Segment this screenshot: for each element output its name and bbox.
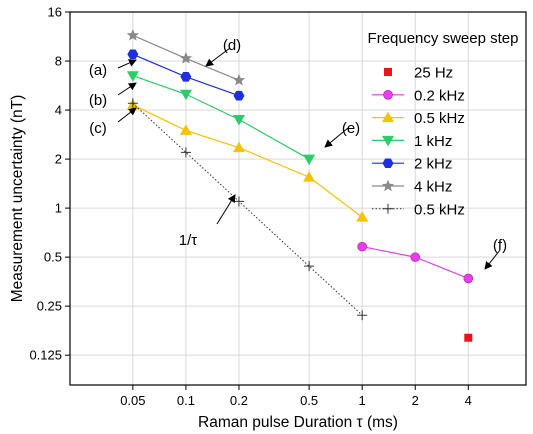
x-tick-label-3: 0.5 — [300, 393, 318, 408]
legend-title: Frequency sweep step — [368, 30, 519, 47]
legend-item-2: 0.5 kHz — [372, 110, 465, 127]
series-3-line — [132, 75, 310, 160]
y-tick-label-0: 0.125 — [29, 348, 62, 363]
series-3-point-2 — [232, 114, 245, 126]
series-1-point-2 — [463, 273, 474, 284]
legend-marker-2 — [382, 111, 394, 123]
series-3-point-1 — [179, 89, 192, 101]
x-tick-label-2: 0.2 — [230, 393, 248, 408]
y-tick-label-1: 0.25 — [37, 299, 62, 314]
series-6-point-3 — [304, 261, 315, 272]
legend-item-5: 4 kHz — [372, 179, 452, 196]
annotation-label-3: (d) — [223, 37, 241, 54]
series-1 — [357, 241, 474, 284]
annotation-arrow-3 — [205, 47, 231, 67]
annotation-label-0: (a) — [89, 62, 107, 79]
y-tick-label-3: 1 — [55, 201, 62, 216]
legend-label-2: 0.5 kHz — [414, 110, 465, 127]
series-0-point-0 — [464, 333, 473, 342]
annotation-3: (d) — [205, 37, 241, 67]
plot-frame — [69, 11, 527, 386]
annotation-label-1: (b) — [89, 92, 107, 109]
legend-marker-6 — [383, 203, 393, 214]
annotation-arrow-2 — [117, 107, 137, 123]
legend-item-1: 0.2 kHz — [372, 87, 465, 104]
x-tick-label-5: 2 — [412, 393, 419, 408]
legend-item-6: 0.5 kHz — [372, 201, 465, 218]
annotation-arrow-1 — [117, 82, 137, 96]
series-2-point-3 — [303, 171, 316, 182]
series-6-point-1 — [180, 147, 191, 158]
series-0 — [464, 333, 473, 342]
legend-marker-1 — [383, 90, 393, 100]
annotation-5: (f) — [484, 237, 507, 270]
annotation-0: (a) — [89, 59, 137, 79]
series-5-point-2 — [232, 73, 246, 86]
series-3-point-0 — [126, 71, 139, 82]
series-6-point-0 — [127, 98, 138, 109]
legend-item-0: 25 Hz — [384, 65, 453, 82]
series-2-point-2 — [232, 141, 245, 153]
series-4 — [127, 49, 245, 101]
series-2-point-4 — [356, 211, 369, 222]
annotation-label-6: 1/τ — [179, 232, 198, 249]
legend-item-3: 1 kHz — [372, 133, 452, 150]
series-1-point-0 — [357, 241, 367, 252]
annotation-arrow-4 — [324, 127, 349, 148]
legend-marker-4 — [382, 158, 394, 168]
series-2 — [126, 98, 369, 222]
annotation-label-2: (c) — [89, 120, 107, 137]
series-5 — [126, 28, 246, 86]
legend-marker-3 — [382, 135, 394, 147]
series-5-point-1 — [179, 51, 193, 64]
legend-item-4: 2 kHz — [372, 156, 452, 173]
annotation-1: (b) — [89, 82, 137, 109]
annotation-4: (e) — [324, 120, 360, 148]
annotation-2: (c) — [89, 107, 137, 137]
series-5-point-0 — [126, 28, 140, 41]
legend-label-0: 25 Hz — [414, 65, 453, 82]
annotation-label-5: (f) — [493, 237, 507, 254]
series-2-line — [132, 104, 363, 218]
y-axis-label: Measurement uncertainty (nT) — [9, 95, 26, 303]
series-4-point-1 — [180, 72, 192, 82]
x-tick-label-4: 1 — [359, 393, 366, 408]
y-tick-label-5: 4 — [55, 103, 62, 118]
series-3 — [126, 71, 316, 166]
legend-label-4: 2 kHz — [414, 156, 452, 173]
series-6-point-2 — [233, 196, 244, 207]
series-4-point-2 — [233, 90, 245, 101]
annotation-arrow-6 — [216, 194, 236, 225]
series-6-line — [132, 102, 363, 316]
annotation-6: 1/τ — [179, 194, 236, 249]
legend-label-5: 4 kHz — [414, 179, 452, 196]
annotation-arrow-5 — [484, 249, 501, 270]
y-tick-label-4: 2 — [55, 152, 62, 167]
series-1-point-1 — [410, 252, 421, 262]
y-tick-label-6: 8 — [55, 54, 62, 69]
legend-label-1: 0.2 kHz — [414, 87, 465, 104]
series-3-point-3 — [303, 154, 316, 166]
series-6-point-4 — [357, 310, 368, 321]
legend-marker-5 — [381, 179, 395, 192]
series-2-point-1 — [179, 124, 192, 135]
x-tick-label-1: 0.1 — [177, 393, 195, 408]
x-tick-label-6: 4 — [465, 393, 472, 408]
x-axis-label: Raman pulse Duration τ (ms) — [198, 414, 398, 431]
y-tick-label-2: 0.5 — [44, 250, 62, 265]
series-6 — [127, 98, 368, 321]
x-tick-label-0: 0.05 — [120, 393, 145, 408]
legend-label-6: 0.5 kHz — [414, 201, 465, 218]
y-tick-label-7: 16 — [48, 5, 62, 20]
annotation-arrow-0 — [117, 59, 137, 69]
series-4-point-0 — [127, 49, 139, 60]
annotation-label-4: (e) — [342, 120, 360, 137]
legend-label-3: 1 kHz — [414, 133, 452, 150]
legend-marker-0 — [384, 68, 392, 76]
